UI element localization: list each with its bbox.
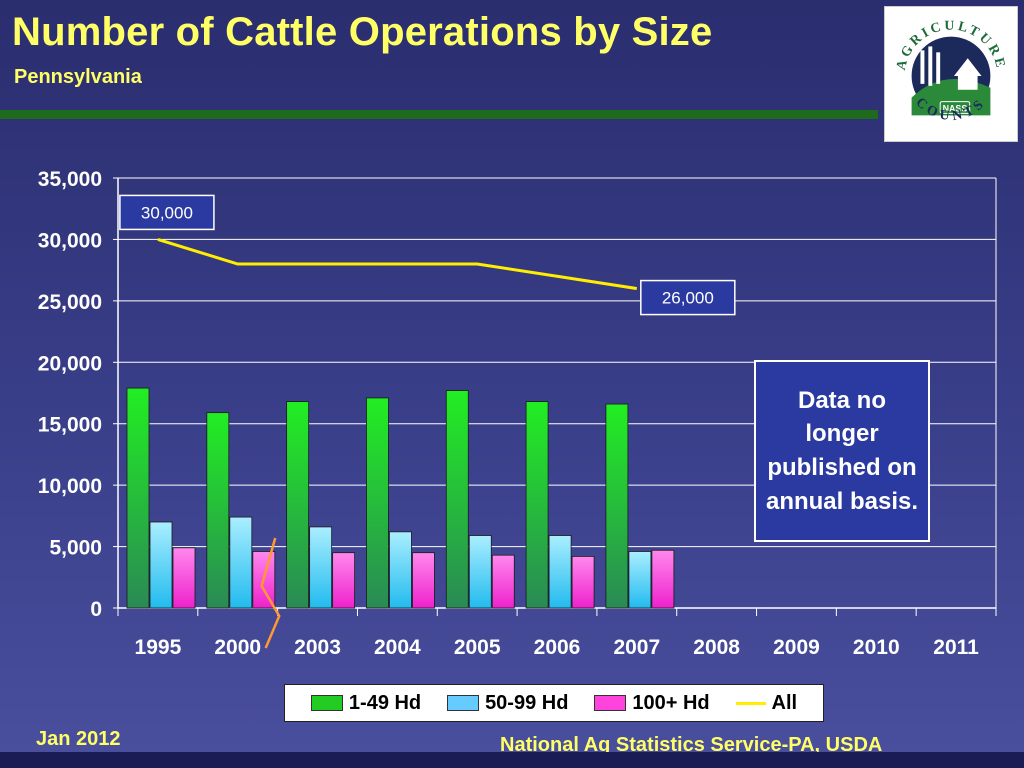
- legend-label-100-plus: 100+ Hd: [632, 691, 710, 714]
- bar-100-plus: [651, 549, 675, 609]
- legend-item-all: All: [735, 691, 798, 715]
- x-tick-label: 2003: [294, 636, 341, 659]
- y-tick-label: 10,000: [38, 475, 102, 498]
- legend-swatch-1-49: [310, 695, 343, 711]
- bar-100-plus: [172, 547, 196, 609]
- bar-50-99: [389, 531, 412, 609]
- cattle-operations-chart: 0 5,000 10,000 15,000 20,000 25,000 30,000 35,0…: [38, 168, 997, 659]
- bar-1-49: [525, 401, 549, 609]
- bar-1-49: [445, 390, 469, 609]
- annotation-box: [640, 279, 736, 316]
- bar-1-49: [126, 387, 150, 609]
- y-tick-label: 30,000: [38, 229, 102, 252]
- agriculture-counts-logo-icon: NASS AGRICULTURE COUNTS: [893, 18, 1006, 124]
- axis-break-marker: [260, 537, 281, 649]
- page-title: Number of Cattle Operations by Size: [12, 10, 713, 54]
- bar-50-99: [149, 521, 173, 609]
- annotation-label: 26,000: [662, 289, 714, 308]
- annotation-box: [119, 194, 215, 231]
- bar-1-49: [286, 401, 310, 609]
- x-tick-label: 2011: [933, 636, 979, 659]
- x-tick-label: 2000: [214, 636, 261, 659]
- bar-1-49: [366, 397, 389, 609]
- legend-swatch-50-99: [447, 695, 480, 711]
- bar-50-99: [468, 535, 492, 609]
- y-tick-label: 15,000: [38, 414, 102, 437]
- y-tick-label: 35,000: [38, 168, 102, 191]
- bar-50-99: [309, 526, 333, 609]
- footer-date: Jan 2012: [36, 728, 121, 750]
- bar-50-99: [229, 516, 253, 609]
- bar-50-99: [548, 535, 572, 609]
- legend-label-1-49: 1-49 Hd: [348, 691, 422, 714]
- legend-label-all: All: [771, 691, 798, 714]
- bar-100-plus: [491, 554, 515, 609]
- bar-100-plus: [412, 552, 435, 609]
- x-tick-label: 1995: [135, 636, 182, 659]
- x-tick-label: 2008: [693, 636, 740, 659]
- bar-50-99: [628, 551, 652, 609]
- data-note: Data no longer published on annual basis…: [754, 360, 930, 542]
- line-all: [157, 237, 638, 291]
- title-divider: [0, 110, 878, 119]
- x-tick-label: 2009: [773, 636, 820, 659]
- y-tick-label: 20,000: [38, 352, 102, 375]
- annotation-label: 30,000: [141, 203, 193, 222]
- bar-1-49: [605, 403, 629, 609]
- x-tick-label: 2005: [454, 636, 501, 659]
- page-subtitle: Pennsylvania: [14, 66, 142, 88]
- legend-item-100-plus: 100+ Hd: [594, 691, 710, 715]
- bar-100-plus: [332, 552, 356, 609]
- x-tick-label: 2010: [853, 636, 900, 659]
- legend-item-1-49: 1-49 Hd: [310, 691, 422, 715]
- x-tick-label: 2004: [374, 636, 421, 659]
- legend-swatch-all: [735, 701, 766, 705]
- x-tick-label: 2007: [613, 636, 660, 659]
- bar-100-plus: [571, 555, 595, 609]
- legend-label-50-99: 50-99 Hd: [485, 691, 569, 714]
- footer-source: National Ag Statistics Service-PA, USDA: [500, 734, 883, 756]
- y-tick-label: 0: [90, 598, 102, 621]
- legend-swatch-100-plus: [594, 695, 627, 711]
- bottom-strip: [0, 752, 1024, 768]
- bar-1-49: [206, 412, 230, 609]
- x-tick-label: 2006: [534, 636, 581, 659]
- y-tick-label: 25,000: [38, 291, 102, 314]
- legend-item-50-99: 50-99 Hd: [447, 692, 568, 715]
- svg-text:NASS: NASS: [943, 103, 968, 113]
- chart-legend: 1-49 Hd 50-99 Hd 100+ Hd All: [284, 684, 824, 722]
- y-tick-label: 5,000: [49, 537, 102, 560]
- nass-logo: NASS AGRICULTURE COUNTS: [884, 6, 1018, 142]
